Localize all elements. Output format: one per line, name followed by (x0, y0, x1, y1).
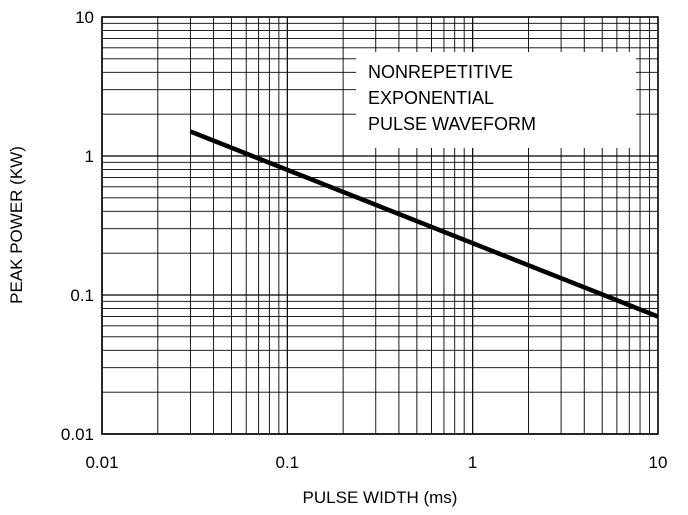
annotation-box (356, 52, 636, 148)
annotation-line-2: EXPONENTIAL (368, 88, 494, 108)
x-tick-label: 10 (649, 453, 668, 472)
x-tick-label: 0.1 (276, 453, 300, 472)
annotation-line-1: NONREPETITIVE (368, 62, 513, 82)
series-line (189, 129, 659, 319)
y-tick-label: 0.1 (70, 286, 94, 305)
tick-labels: 0.01 0.1 1 10 0.01 0.1 1 10 (61, 8, 668, 472)
x-tick-label: 1 (468, 453, 477, 472)
annotation-line-3: PULSE WAVEFORM (368, 114, 536, 134)
y-tick-label: 10 (75, 8, 94, 27)
y-tick-label: 1 (85, 147, 94, 166)
x-axis-title: PULSE WIDTH (ms) (303, 488, 458, 507)
y-tick-label: 0.01 (61, 425, 94, 444)
series (189, 129, 659, 319)
y-axis-title: PEAK POWER (KW) (7, 146, 26, 304)
plot-frame (101, 16, 659, 435)
x-tick-label: 0.01 (85, 453, 118, 472)
